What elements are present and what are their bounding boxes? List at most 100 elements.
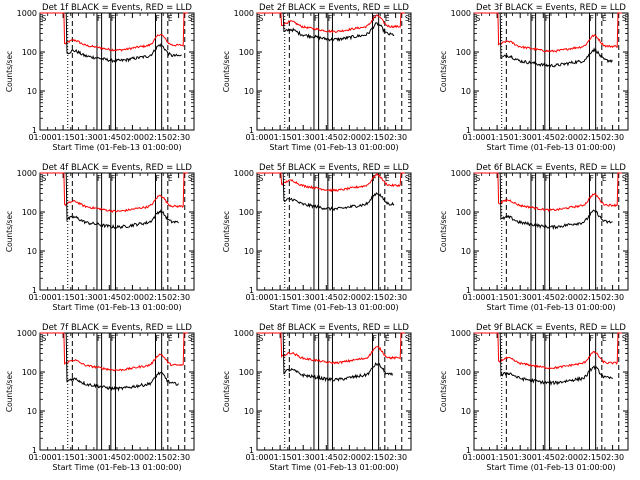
x-tick-label: 02:00 [338, 293, 361, 302]
lld-series-line [474, 332, 622, 370]
lld-series-line [257, 172, 405, 193]
flag-label-f: F [156, 14, 160, 23]
flag-label-f: F [531, 14, 535, 23]
y-tick-label: 1 [32, 286, 37, 295]
x-tick-label: 01:00 [462, 293, 485, 302]
x-tick-label: 01:45 [98, 133, 121, 142]
events-series-line [64, 12, 182, 64]
flag-label-f: F [531, 334, 535, 343]
x-tick-label: 01:15 [52, 293, 75, 302]
x-tick-label: 01:45 [532, 293, 555, 302]
flag-label-f: F [97, 174, 101, 183]
flag-label-f: F [373, 334, 377, 343]
plot-frame [473, 172, 629, 291]
panel-title: Det 4f BLACK = Events, RED = LLD [42, 163, 192, 173]
y-axis-label: Counts/sec [222, 51, 231, 92]
y-tick-label: 100 [22, 208, 37, 217]
lld-series-line [474, 12, 622, 53]
flag-label-e: E [385, 334, 390, 343]
plot-frame [256, 332, 412, 451]
x-axis-label: Start Time (01-Feb-13 01:00:00) [486, 143, 615, 152]
x-tick-label: 02:30 [384, 293, 407, 302]
flag-label-e: E [168, 174, 173, 183]
y-tick-label: 1 [466, 286, 471, 295]
flag-label-e: E [385, 174, 390, 183]
plot-frame [39, 332, 195, 451]
plot-frame [39, 12, 195, 131]
x-tick-label: 02:15 [361, 453, 384, 462]
x-tick-label: 02:00 [555, 293, 578, 302]
y-tick-label: 1000 [17, 169, 37, 178]
x-tick-label: 01:45 [532, 453, 555, 462]
y-tick-label: 10 [244, 247, 254, 256]
flag-label-s: S [42, 14, 47, 23]
y-tick-label: 1000 [234, 169, 254, 178]
y-tick-label: 1000 [234, 9, 254, 18]
y-tick-label: 100 [22, 48, 37, 57]
x-tick-label: 02:00 [121, 133, 144, 142]
y-tick-label: 100 [22, 368, 37, 377]
detector-panel-det6: Det 6f BLACK = Events, RED = LLD 1 10 100 10… [439, 163, 629, 312]
flag-label-f: F [328, 14, 332, 23]
x-tick-label: 01:45 [98, 453, 121, 462]
y-axis-label: Counts/sec [5, 371, 14, 412]
x-tick-label: 02:15 [578, 133, 601, 142]
x-tick-label: 01:30 [509, 453, 532, 462]
flag-label-f: F [314, 334, 318, 343]
x-axis-label: Start Time (01-Feb-13 01:00:00) [269, 463, 398, 472]
x-tick-label: 01:30 [292, 133, 315, 142]
y-tick-label: 1000 [451, 329, 471, 338]
plot-frame [473, 12, 629, 131]
x-tick-label: 02:00 [555, 133, 578, 142]
events-series-line [498, 332, 613, 386]
x-tick-label: 01:45 [98, 293, 121, 302]
flag-label-e: E [602, 14, 607, 23]
flag-label-f: F [531, 174, 535, 183]
x-tick-label: 02:00 [121, 293, 144, 302]
y-tick-label: 100 [456, 368, 471, 377]
flag-label-f: F [97, 334, 101, 343]
y-tick-label: 10 [461, 247, 471, 256]
x-tick-label: 02:15 [144, 293, 167, 302]
flag-label-s: S [259, 174, 264, 183]
x-tick-label: 01:30 [509, 133, 532, 142]
y-axis-label: Counts/sec [439, 51, 448, 92]
y-tick-label: 10 [27, 247, 37, 256]
flag-label-s: S [188, 334, 193, 343]
x-tick-label: 01:00 [28, 453, 51, 462]
events-series-line [498, 12, 613, 68]
detector-panel-det5: Det 5f BLACK = Events, RED = LLD 1 10 100 10… [222, 163, 412, 312]
flag-label-s: S [622, 14, 627, 23]
events-series-line [281, 332, 393, 383]
panel-title: Det 3f BLACK = Events, RED = LLD [476, 3, 626, 13]
x-axis-label: Start Time (01-Feb-13 01:00:00) [269, 303, 398, 312]
x-tick-label: 01:30 [509, 293, 532, 302]
x-tick-label: 02:15 [578, 453, 601, 462]
flag-label-s: S [476, 174, 481, 183]
x-tick-label: 02:00 [338, 453, 361, 462]
plot-frame [473, 332, 629, 451]
x-tick-label: 02:15 [361, 133, 384, 142]
y-tick-label: 1 [32, 446, 37, 455]
flag-label-s: S [259, 334, 264, 343]
panel-title: Det 9f BLACK = Events, RED = LLD [476, 323, 626, 333]
x-tick-label: 02:30 [167, 133, 190, 142]
x-tick-label: 01:30 [292, 453, 315, 462]
x-tick-label: 01:00 [462, 453, 485, 462]
y-tick-label: 10 [27, 407, 37, 416]
panel-title: Det 5f BLACK = Events, RED = LLD [259, 163, 409, 173]
flag-label-s: S [622, 174, 627, 183]
y-axis-label: Counts/sec [439, 211, 448, 252]
y-tick-label: 10 [244, 407, 254, 416]
flag-label-f: F [545, 334, 549, 343]
flag-label-e: E [602, 174, 607, 183]
flag-label-f: F [111, 334, 115, 343]
flag-label-s: S [476, 14, 481, 23]
y-tick-label: 100 [239, 48, 254, 57]
y-tick-label: 1 [466, 446, 471, 455]
y-tick-label: 1000 [451, 9, 471, 18]
y-axis-label: Counts/sec [5, 51, 14, 92]
x-tick-label: 02:15 [361, 293, 384, 302]
x-tick-label: 02:30 [384, 453, 407, 462]
